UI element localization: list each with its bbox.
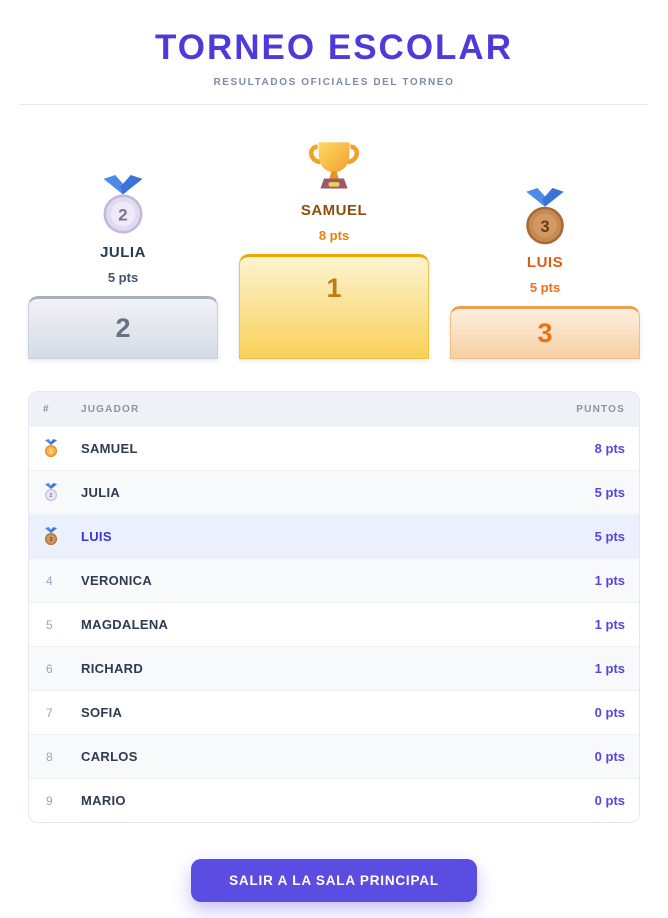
podium-first-place: SAMUEL 8 pts 1	[239, 135, 429, 359]
page-header: TORNEO ESCOLAR RESULTADOS OFICIALES DEL …	[0, 0, 668, 88]
svg-text:2: 2	[118, 206, 127, 225]
player-points: 5 pts	[594, 485, 625, 500]
table-row: 1 SAMUEL 8 pts	[29, 426, 639, 470]
player-name: MARIO	[81, 793, 126, 808]
rank-cell: 5	[46, 617, 53, 632]
rank-cell: 6	[46, 661, 53, 676]
player-points: 1 pts	[594, 617, 625, 632]
gold-medal-icon: 1	[43, 439, 81, 458]
page-subtitle: RESULTADOS OFICIALES DEL TORNEO	[213, 77, 455, 88]
svg-text:2: 2	[50, 493, 53, 499]
player-name: RICHARD	[81, 661, 144, 676]
table-row: 2 JULIA 5 pts	[29, 470, 639, 514]
player-points: 0 pts	[594, 793, 625, 808]
podium-second-name: JULIA	[100, 244, 146, 261]
player-points: 1 pts	[594, 573, 625, 588]
svg-text:1: 1	[50, 449, 53, 455]
silver-medal-icon: 2	[43, 483, 81, 502]
rank-cell: 7	[46, 705, 53, 720]
player-name: SOFIA	[81, 705, 123, 720]
bronze-medal-icon: 3	[520, 187, 570, 246]
rank-cell: 4	[46, 573, 53, 588]
svg-text:3: 3	[50, 537, 53, 543]
podium: 2 JULIA 5 pts 2	[28, 135, 640, 359]
footer: SALIR A LA SALA PRINCIPAL	[0, 859, 668, 902]
table-row: 4 VERONICA 1 pts	[29, 558, 639, 602]
player-name: VERONICA	[81, 573, 153, 588]
leaderboard: # JUGADOR PUNTOS 1 SAMUEL 8 pts 2 JULIA …	[28, 391, 640, 823]
podium-second-place: 2 JULIA 5 pts 2	[28, 175, 218, 359]
podium-third-points: 5 pts	[529, 280, 561, 295]
podium-second-block: 2	[28, 296, 218, 359]
player-points: 0 pts	[594, 749, 625, 764]
table-row: 8 CARLOS 0 pts	[29, 734, 639, 778]
exit-to-main-room-button[interactable]: SALIR A LA SALA PRINCIPAL	[191, 859, 477, 902]
table-row: 6 RICHARD 1 pts	[29, 646, 639, 690]
page-title: TORNEO ESCOLAR	[155, 28, 513, 67]
table-row: 9 MARIO 0 pts	[29, 778, 639, 822]
table-row: 7 SOFIA 0 pts	[29, 690, 639, 734]
player-points: 5 pts	[594, 529, 625, 544]
column-header-rank: #	[43, 403, 50, 415]
svg-text:3: 3	[540, 217, 549, 235]
silver-medal-icon: 2	[97, 175, 149, 235]
podium-third-name: LUIS	[526, 254, 564, 271]
header-divider	[20, 104, 648, 105]
column-header-player: JUGADOR	[81, 403, 140, 415]
leaderboard-header: # JUGADOR PUNTOS	[29, 392, 639, 426]
player-name: CARLOS	[81, 749, 138, 764]
player-name: MAGDALENA	[81, 617, 169, 632]
podium-first-points: 8 pts	[318, 228, 350, 243]
rank-cell: 8	[46, 749, 53, 764]
bronze-medal-icon: 3	[43, 527, 81, 546]
rank-cell: 9	[46, 793, 53, 808]
table-row: 3 LUIS 5 pts	[29, 514, 639, 558]
podium-second-points: 5 pts	[107, 270, 139, 285]
podium-first-block: 1	[239, 254, 429, 359]
trophy-icon	[305, 135, 363, 193]
player-points: 0 pts	[594, 705, 625, 720]
podium-third-block: 3	[450, 306, 640, 359]
player-name: SAMUEL	[81, 441, 138, 456]
player-name: LUIS	[81, 529, 112, 544]
player-name: JULIA	[81, 485, 121, 500]
leaderboard-rows: 1 SAMUEL 8 pts 2 JULIA 5 pts 3 LUIS 5 pt…	[29, 426, 639, 822]
player-points: 8 pts	[594, 441, 625, 456]
podium-first-name: SAMUEL	[300, 202, 368, 219]
table-row: 5 MAGDALENA 1 pts	[29, 602, 639, 646]
player-points: 1 pts	[594, 661, 625, 676]
podium-third-place: 3 LUIS 5 pts 3	[450, 187, 640, 359]
column-header-points: PUNTOS	[576, 403, 625, 415]
